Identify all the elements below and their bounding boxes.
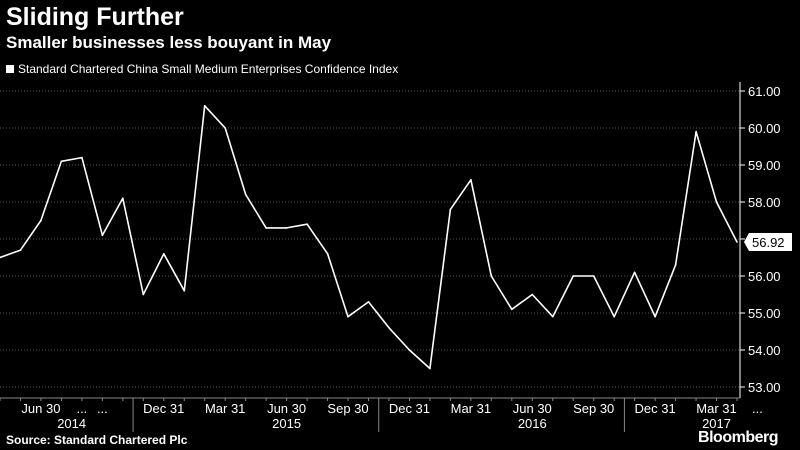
axes [0, 82, 745, 432]
data-point [551, 315, 554, 318]
tick-labels: 53.0054.0055.0056.0057.0058.0059.0060.00… [21, 84, 792, 431]
y-tick-label: 54.00 [748, 343, 781, 358]
data-point [674, 264, 677, 266]
data-point [715, 201, 718, 203]
y-tick-label: 59.00 [748, 158, 781, 173]
x-tick-label: Mar 31 [205, 401, 245, 416]
data-point [326, 253, 329, 255]
data-point [511, 308, 513, 311]
data-point [203, 105, 206, 107]
data-point [449, 208, 452, 211]
x-tick-label: ... [752, 401, 763, 416]
data-point [60, 160, 63, 163]
legend-swatch [6, 65, 14, 73]
data-point [470, 179, 472, 181]
data-point [0, 256, 1, 259]
data-point [142, 293, 145, 296]
y-tick-label: 56.00 [748, 269, 781, 284]
x-tick-label: ... [97, 401, 108, 416]
data-point [244, 193, 247, 196]
x-tick-label: ... [76, 401, 87, 416]
x-tick-label: Sep 30 [573, 401, 614, 416]
legend: Standard Chartered China Small Medium En… [6, 61, 398, 77]
x-tick-label: Jun 30 [513, 401, 552, 416]
series-line [0, 105, 738, 370]
data-point [408, 349, 411, 351]
year-label: 2017 [702, 416, 731, 431]
bloomberg-logo: Bloomberg [698, 429, 778, 446]
y-tick-label: 53.00 [748, 380, 781, 395]
last-value-label: 56.92 [752, 235, 785, 250]
y-tick-label: 55.00 [748, 306, 781, 321]
year-label: 2016 [518, 416, 547, 431]
chart-title: Sliding Further [6, 3, 184, 31]
legend-label: Standard Chartered China Small Medium En… [18, 62, 399, 76]
source-note: Source: Standard Chartered Plc [6, 433, 188, 447]
data-point [101, 234, 104, 237]
data-point [367, 301, 370, 303]
y-tick-label: 61.00 [748, 84, 781, 99]
last-value-badge [744, 232, 792, 251]
data-point [429, 367, 431, 370]
data-point [736, 241, 738, 243]
data-point [40, 219, 42, 222]
x-tick-label: Mar 31 [451, 401, 491, 416]
data-point [613, 315, 615, 318]
data-point [306, 223, 308, 225]
series-layer [0, 105, 738, 370]
data-point [265, 227, 267, 229]
data-point [285, 227, 288, 229]
x-tick-label: Mar 31 [696, 401, 736, 416]
x-tick-label: Dec 31 [143, 401, 184, 416]
data-point [347, 315, 349, 318]
data-point [490, 275, 493, 277]
grid-lines [0, 90, 740, 388]
year-label: 2015 [272, 416, 301, 431]
chart-subtitle: Smaller businesses less bouyant in May [6, 33, 332, 52]
data-point [695, 130, 697, 133]
x-tick-label: Sep 30 [327, 401, 368, 416]
y-tick-label: 58.00 [748, 195, 781, 210]
y-tick-label: 60.00 [748, 121, 781, 136]
year-label: 2014 [57, 416, 86, 431]
data-point [81, 156, 83, 159]
data-point [633, 271, 636, 274]
data-point [572, 275, 575, 277]
data-point [122, 197, 124, 200]
data-point [592, 275, 595, 277]
x-tick-label: Dec 31 [635, 401, 676, 416]
x-tick-label: Jun 30 [21, 401, 60, 416]
data-point [162, 253, 165, 255]
data-point [183, 290, 186, 292]
x-tick-label: Dec 31 [389, 401, 430, 416]
data-point [19, 249, 22, 251]
data-point [224, 127, 226, 129]
x-tick-label: Jun 30 [267, 401, 306, 416]
data-point [654, 315, 656, 318]
data-point [531, 293, 534, 296]
data-point [388, 327, 390, 329]
